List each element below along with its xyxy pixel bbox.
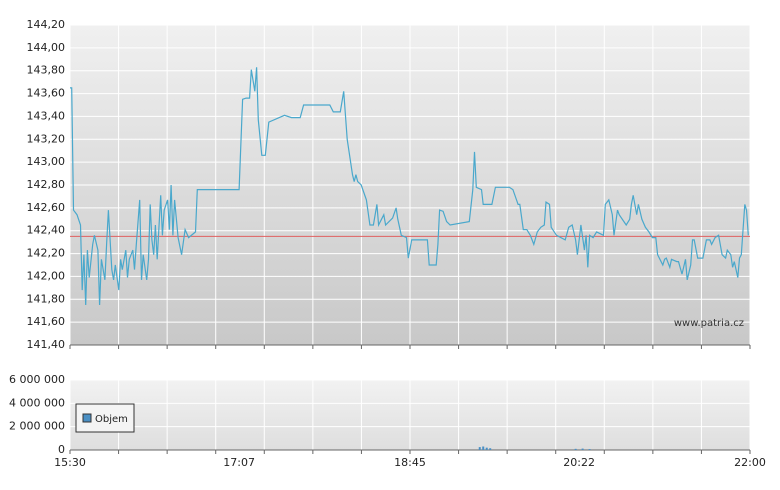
volume-bar	[485, 447, 488, 450]
volume-bar	[478, 447, 481, 450]
x-tick-label: 18:45	[394, 456, 426, 469]
y-tick-label: 143,60	[27, 87, 66, 100]
y-tick-label: 143,00	[27, 155, 66, 168]
y-tick-label: 4 000 000	[9, 396, 65, 409]
y-tick-label: 6 000 000	[9, 373, 65, 386]
legend-label: Objem	[95, 414, 128, 425]
legend-swatch	[82, 413, 92, 423]
y-tick-label: 2 000 000	[9, 420, 65, 433]
y-tick-label: 142,60	[27, 201, 66, 214]
x-tick-label: 22:00	[734, 456, 766, 469]
y-tick-label: 141,40	[27, 338, 66, 351]
price-line	[70, 67, 749, 306]
volume-bar	[588, 449, 591, 450]
x-tick-label: 20:22	[563, 456, 595, 469]
y-tick-label: 143,40	[27, 109, 66, 122]
y-tick-label: 144,00	[27, 41, 66, 54]
x-tick-label: 17:07	[223, 456, 255, 469]
y-tick-label: 144,20	[27, 18, 66, 31]
volume-bar	[489, 448, 492, 450]
legend-box	[75, 403, 135, 433]
volume-bar	[581, 448, 584, 450]
y-tick-label: 141,80	[27, 292, 66, 305]
y-tick-label: 142,80	[27, 178, 66, 191]
y-tick-label: 142,20	[27, 247, 66, 260]
y-tick-label: 142,00	[27, 269, 66, 282]
volume-bar	[482, 446, 485, 450]
y-tick-label: 142,40	[27, 224, 66, 237]
y-tick-label: 143,80	[27, 64, 66, 77]
watermark: www.patria.cz	[674, 318, 744, 329]
y-tick-label: 0	[58, 443, 65, 456]
volume-bar	[574, 448, 577, 450]
x-tick-label: 15:30	[54, 456, 86, 469]
y-tick-label: 141,60	[27, 315, 66, 328]
y-tick-label: 143,20	[27, 132, 66, 145]
